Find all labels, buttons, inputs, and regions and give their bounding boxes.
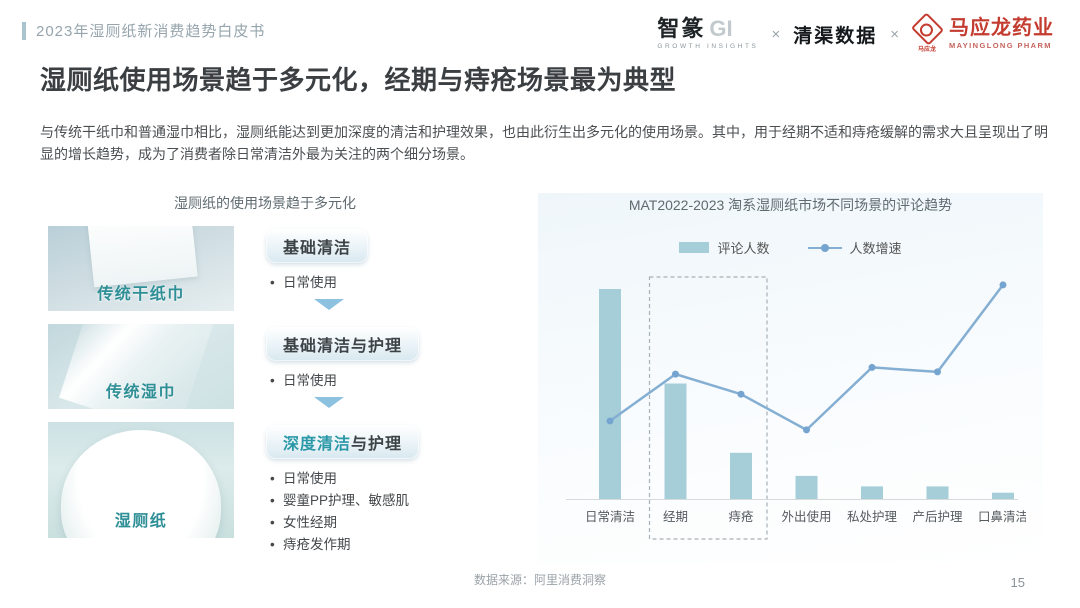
chart-legend: 评论人数 人数增速 xyxy=(538,238,1043,257)
line-point xyxy=(868,363,875,371)
diagram-row: 湿厕纸 深度清洁与护理日常使用婴童PP护理、敏感肌女性经期痔疮发作期 xyxy=(48,422,482,555)
legend-item-comments: 评论人数 xyxy=(679,238,770,257)
data-source: 数据来源：阿里消费洞察 xyxy=(473,573,606,587)
mayinglong-subtitle: MAYINGLONG PHARM xyxy=(949,41,1052,50)
scenario-details: 基础清洁与护理日常使用 xyxy=(266,324,446,409)
chart-bar xyxy=(926,486,948,499)
logo-separator: × xyxy=(771,25,781,43)
chart-bar xyxy=(598,289,621,499)
chart-plot-area: 日常清洁 经期 痔疮 外出使用 私处护理 产后护理 口鼻清洁 xyxy=(538,261,1043,550)
product-photo: 传统湿巾 xyxy=(48,324,234,409)
x-axis-label: 口鼻清洁 xyxy=(977,509,1025,524)
x-axis-label: 日常清洁 xyxy=(584,510,634,524)
x-axis-label: 外出使用 xyxy=(781,509,831,524)
zhizhuan-wordmark: 智篆 xyxy=(657,15,706,41)
chart-bar xyxy=(664,383,686,499)
badge-accent-text: 深度清洁 xyxy=(283,436,352,453)
x-axis-label: 经期 xyxy=(662,510,687,524)
scenario-details: 深度清洁与护理日常使用婴童PP护理、敏感肌女性经期痔疮发作期 xyxy=(266,422,446,555)
scenario-badge: 基础清洁 xyxy=(266,229,369,263)
line-point xyxy=(606,417,613,425)
comment-trend-chart: MAT2022-2023 淘系湿厕纸市场不同场景的评论趋势 评论人数 人数增速 … xyxy=(538,193,1043,563)
scenario-bullet: 婴童PP护理、敏感肌 xyxy=(268,490,446,512)
chart-title: MAT2022-2023 淘系湿厕纸市场不同场景的评论趋势 xyxy=(628,197,953,213)
line-marker-icon xyxy=(807,243,842,252)
product-photo: 传统干纸巾 xyxy=(48,226,234,311)
mayinglong-logo: 马应龙 马应龙药业 MAYINGLONG PHARM xyxy=(910,12,1054,53)
legend-label: 人数增速 xyxy=(849,241,902,256)
chart-svg: 日常清洁 经期 痔疮 外出使用 私处护理 产后护理 口鼻清洁 xyxy=(565,276,1028,540)
scenario-bullet: 痔疮发作期 xyxy=(268,534,446,556)
diagram-title: 湿厕纸的使用场景趋于多元化 xyxy=(174,195,356,211)
line-point xyxy=(933,368,941,376)
chart-bar xyxy=(860,486,883,499)
usage-scenario-diagram: 湿厕纸的使用场景趋于多元化 传统干纸巾基础清洁日常使用传统湿巾基础清洁与护理日常… xyxy=(48,193,482,568)
chart-bar xyxy=(729,452,752,499)
qingqu-logo: 清渠数据 xyxy=(793,25,878,47)
bar-swatch-icon xyxy=(679,242,710,253)
scenario-bullet: 日常使用 xyxy=(268,370,446,392)
doc-header: 2023年湿厕纸新消费趋势白皮书 xyxy=(22,20,265,41)
scenario-badge: 深度清洁与护理 xyxy=(266,425,420,459)
seal-caption: 马应龙 xyxy=(917,47,936,53)
page-title: 湿厕纸使用场景趋于多元化，经期与痔疮场景最为典型 xyxy=(40,65,677,95)
x-axis-label: 痔疮 xyxy=(728,509,753,524)
chart-bar xyxy=(795,475,817,499)
scenario-bullet: 日常使用 xyxy=(268,272,446,294)
zhizhuan-logo: 智篆 GI GROWTH INSIGHTS xyxy=(657,15,759,51)
header-accent-bar xyxy=(22,21,26,40)
scenario-details: 基础清洁日常使用 xyxy=(266,226,446,311)
line-point xyxy=(737,390,744,398)
product-label: 湿厕纸 xyxy=(114,513,168,530)
mayinglong-seal-icon: 马应龙 xyxy=(910,12,944,53)
page-number: 15 xyxy=(1010,575,1025,590)
line-point xyxy=(671,370,679,378)
scenario-bullet: 日常使用 xyxy=(268,468,446,490)
product-photo: 湿厕纸 xyxy=(48,422,234,538)
zhizhuan-subtitle: GROWTH INSIGHTS xyxy=(657,42,759,50)
diagram-row: 传统干纸巾 基础清洁日常使用 xyxy=(48,226,482,311)
logo-separator: × xyxy=(890,25,899,43)
scenario-bullets: 日常使用婴童PP护理、敏感肌女性经期痔疮发作期 xyxy=(268,468,446,555)
scenario-badge: 基础清洁与护理 xyxy=(266,327,420,361)
chart-bar xyxy=(991,492,1014,499)
seal-diamond-icon xyxy=(910,12,944,46)
zhizhuan-gi-mark: GI xyxy=(709,15,733,41)
doc-title: 2023年湿厕纸新消费趋势白皮书 xyxy=(36,23,266,40)
intro-paragraph: 与传统干纸巾和普通湿巾相比，湿厕纸能达到更加深度的清洁和护理效果，也由此衍生出多… xyxy=(40,124,1048,163)
chevron-down-icon xyxy=(314,298,344,310)
x-axis-label: 私处护理 xyxy=(846,510,897,524)
chevron-down-icon xyxy=(314,396,344,408)
diagram-rows: 传统干纸巾基础清洁日常使用传统湿巾基础清洁与护理日常使用湿厕纸深度清洁与护理日常… xyxy=(48,226,482,555)
product-label: 传统干纸巾 xyxy=(97,286,185,303)
scenario-bullet: 女性经期 xyxy=(268,512,446,534)
diagram-row: 传统湿巾 基础清洁与护理日常使用 xyxy=(48,324,482,409)
scenario-bullets: 日常使用 xyxy=(268,272,446,294)
line-point xyxy=(802,426,810,434)
partner-logos: 智篆 GI GROWTH INSIGHTS × 清渠数据 × 马应龙 马应龙药业 … xyxy=(657,10,1054,58)
x-axis-label: 产后护理 xyxy=(912,510,963,524)
scenario-bullets: 日常使用 xyxy=(268,370,446,392)
line-point xyxy=(999,281,1006,289)
mayinglong-wordmark: 马应龙药业 xyxy=(949,17,1054,39)
product-label: 传统湿巾 xyxy=(105,384,176,401)
legend-label: 评论人数 xyxy=(717,241,770,256)
legend-item-growth: 人数增速 xyxy=(807,238,902,257)
